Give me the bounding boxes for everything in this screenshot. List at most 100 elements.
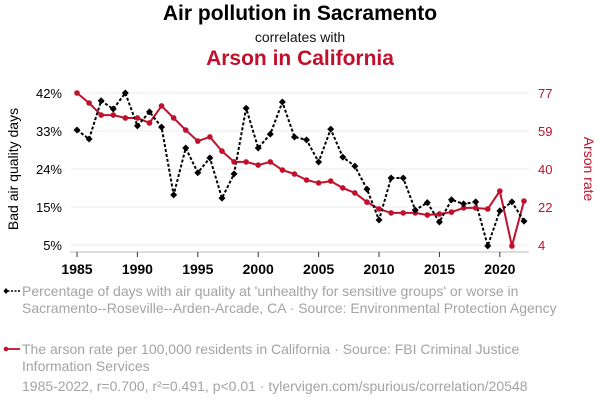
data-point-arson xyxy=(472,205,479,211)
data-point-air-quality xyxy=(351,162,359,170)
data-point-arson xyxy=(509,243,515,249)
x-tick-label: 2010 xyxy=(363,261,394,277)
data-point-arson xyxy=(364,199,370,205)
right-axis-ticks: 77 59 40 22 4 xyxy=(538,86,552,253)
data-point-arson xyxy=(110,112,117,118)
data-point-arson xyxy=(315,180,322,186)
left-tick-label: 5% xyxy=(43,238,62,253)
data-point-arson xyxy=(207,134,213,140)
data-point-arson xyxy=(122,115,129,121)
legend-text-arson: The arson rate per 100,000 residents in … xyxy=(22,341,520,374)
left-tick-label: 33% xyxy=(36,124,62,139)
data-point-air-quality xyxy=(109,105,117,113)
data-point-air-quality xyxy=(145,108,153,116)
right-tick-label: 59 xyxy=(538,124,552,139)
series-line-air-quality xyxy=(76,90,525,250)
data-point-air-quality xyxy=(303,136,311,144)
left-tick-label: 24% xyxy=(36,162,62,177)
data-point-air-quality xyxy=(520,217,528,225)
data-point-air-quality xyxy=(339,153,347,161)
data-point-air-quality xyxy=(411,206,419,214)
data-point-air-quality xyxy=(97,97,105,105)
data-point-arson xyxy=(146,120,153,126)
x-tick-label: 1995 xyxy=(182,261,213,277)
x-tick-label: 2000 xyxy=(243,261,274,277)
y-axis-label-left: Bad air quality days xyxy=(5,108,21,230)
data-point-air-quality xyxy=(133,122,141,130)
gridlines xyxy=(70,92,529,246)
left-tick-label: 42% xyxy=(36,86,62,101)
data-point-air-quality xyxy=(73,126,81,134)
data-point-air-quality xyxy=(387,174,395,182)
footer-stats: 1985-2022, r=0.700, r²=0.491, p<0.01 · t… xyxy=(22,378,528,394)
data-point-air-quality xyxy=(290,133,298,141)
data-point-arson xyxy=(327,178,334,184)
chart-subtitle: correlates with xyxy=(254,29,346,45)
data-point-arson xyxy=(243,159,249,165)
data-point-air-quality xyxy=(375,216,383,224)
data-point-arson xyxy=(424,212,431,218)
data-point-air-quality xyxy=(315,158,323,166)
data-point-air-quality xyxy=(435,218,443,226)
x-axis-ticks: 1985 1990 1995 2000 2005 2010 2015 2020 xyxy=(61,252,516,277)
data-point-air-quality xyxy=(508,198,516,206)
right-tick-label: 77 xyxy=(538,86,552,101)
data-point-air-quality xyxy=(496,207,504,215)
data-point-air-quality xyxy=(327,125,335,133)
left-tick-label: 15% xyxy=(36,200,62,215)
x-tick-label: 1985 xyxy=(61,261,92,277)
x-tick-label: 2020 xyxy=(484,261,515,277)
data-point-arson xyxy=(86,100,92,106)
data-point-arson xyxy=(182,127,189,133)
solid-circle-line-icon xyxy=(3,346,20,352)
data-point-air-quality xyxy=(85,135,93,143)
data-point-arson xyxy=(484,206,491,212)
data-point-air-quality xyxy=(182,144,190,152)
data-point-air-quality xyxy=(206,154,214,162)
data-point-air-quality xyxy=(423,199,431,207)
chart-title-secondary: Arson in California xyxy=(206,47,394,70)
chart-title: Air pollution in Sacramento xyxy=(162,2,438,25)
data-point-arson xyxy=(98,112,104,118)
legend-text-air-quality: Percentage of days with air quality at '… xyxy=(22,283,557,316)
data-point-air-quality xyxy=(448,196,456,204)
data-point-arson xyxy=(231,159,237,165)
series-line-arson xyxy=(76,92,525,248)
data-point-air-quality xyxy=(266,130,274,138)
left-axis-ticks: 42% 33% 24% 15% 5% xyxy=(36,86,62,253)
x-tick-label: 2005 xyxy=(303,261,334,277)
data-point-arson xyxy=(460,205,467,211)
data-point-air-quality xyxy=(254,144,262,152)
data-point-arson xyxy=(219,148,225,154)
data-point-air-quality xyxy=(278,98,286,106)
right-tick-label: 22 xyxy=(538,200,552,215)
data-point-air-quality xyxy=(121,89,129,97)
series-points xyxy=(73,89,528,250)
data-point-air-quality xyxy=(399,174,407,182)
data-point-air-quality xyxy=(460,200,468,208)
data-point-air-quality xyxy=(218,194,226,202)
data-point-arson xyxy=(74,90,80,96)
data-point-arson xyxy=(279,167,286,173)
data-point-air-quality xyxy=(484,242,492,250)
data-point-arson xyxy=(291,171,298,177)
data-point-arson xyxy=(255,162,262,168)
x-tick-label: 1990 xyxy=(122,261,153,277)
x-tick-label: 2015 xyxy=(424,261,455,277)
data-point-arson xyxy=(352,190,358,196)
right-tick-label: 40 xyxy=(538,162,552,177)
series-lines xyxy=(76,90,525,250)
data-point-air-quality xyxy=(170,191,178,199)
data-point-arson xyxy=(158,103,165,109)
data-point-arson xyxy=(376,206,382,212)
data-point-arson xyxy=(400,210,406,216)
data-point-arson xyxy=(388,210,394,216)
y-axis-label-right: Arson rate xyxy=(581,137,597,202)
data-point-arson xyxy=(339,185,346,191)
data-point-arson xyxy=(521,198,527,204)
dashed-diamond-line-icon xyxy=(3,288,20,294)
data-point-arson xyxy=(170,115,177,121)
data-point-air-quality xyxy=(230,170,238,178)
data-point-arson xyxy=(497,188,503,194)
